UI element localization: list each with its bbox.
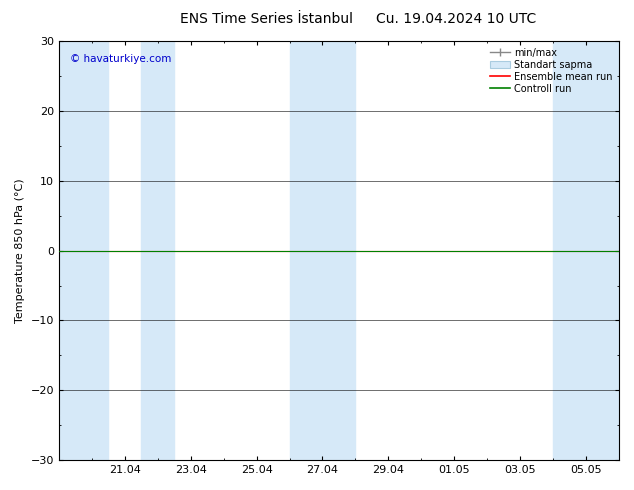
Text: ENS Time Series İstanbul: ENS Time Series İstanbul	[180, 12, 353, 26]
Y-axis label: Temperature 850 hPa (°C): Temperature 850 hPa (°C)	[15, 178, 25, 323]
Bar	[59, 41, 108, 460]
Text: Cu. 19.04.2024 10 UTC: Cu. 19.04.2024 10 UTC	[377, 12, 536, 26]
Bar	[553, 41, 619, 460]
Text: © havaturkiye.com: © havaturkiye.com	[70, 53, 171, 64]
Bar	[141, 41, 174, 460]
Legend: min/max, Standart sapma, Ensemble mean run, Controll run: min/max, Standart sapma, Ensemble mean r…	[488, 46, 614, 96]
Bar	[290, 41, 356, 460]
